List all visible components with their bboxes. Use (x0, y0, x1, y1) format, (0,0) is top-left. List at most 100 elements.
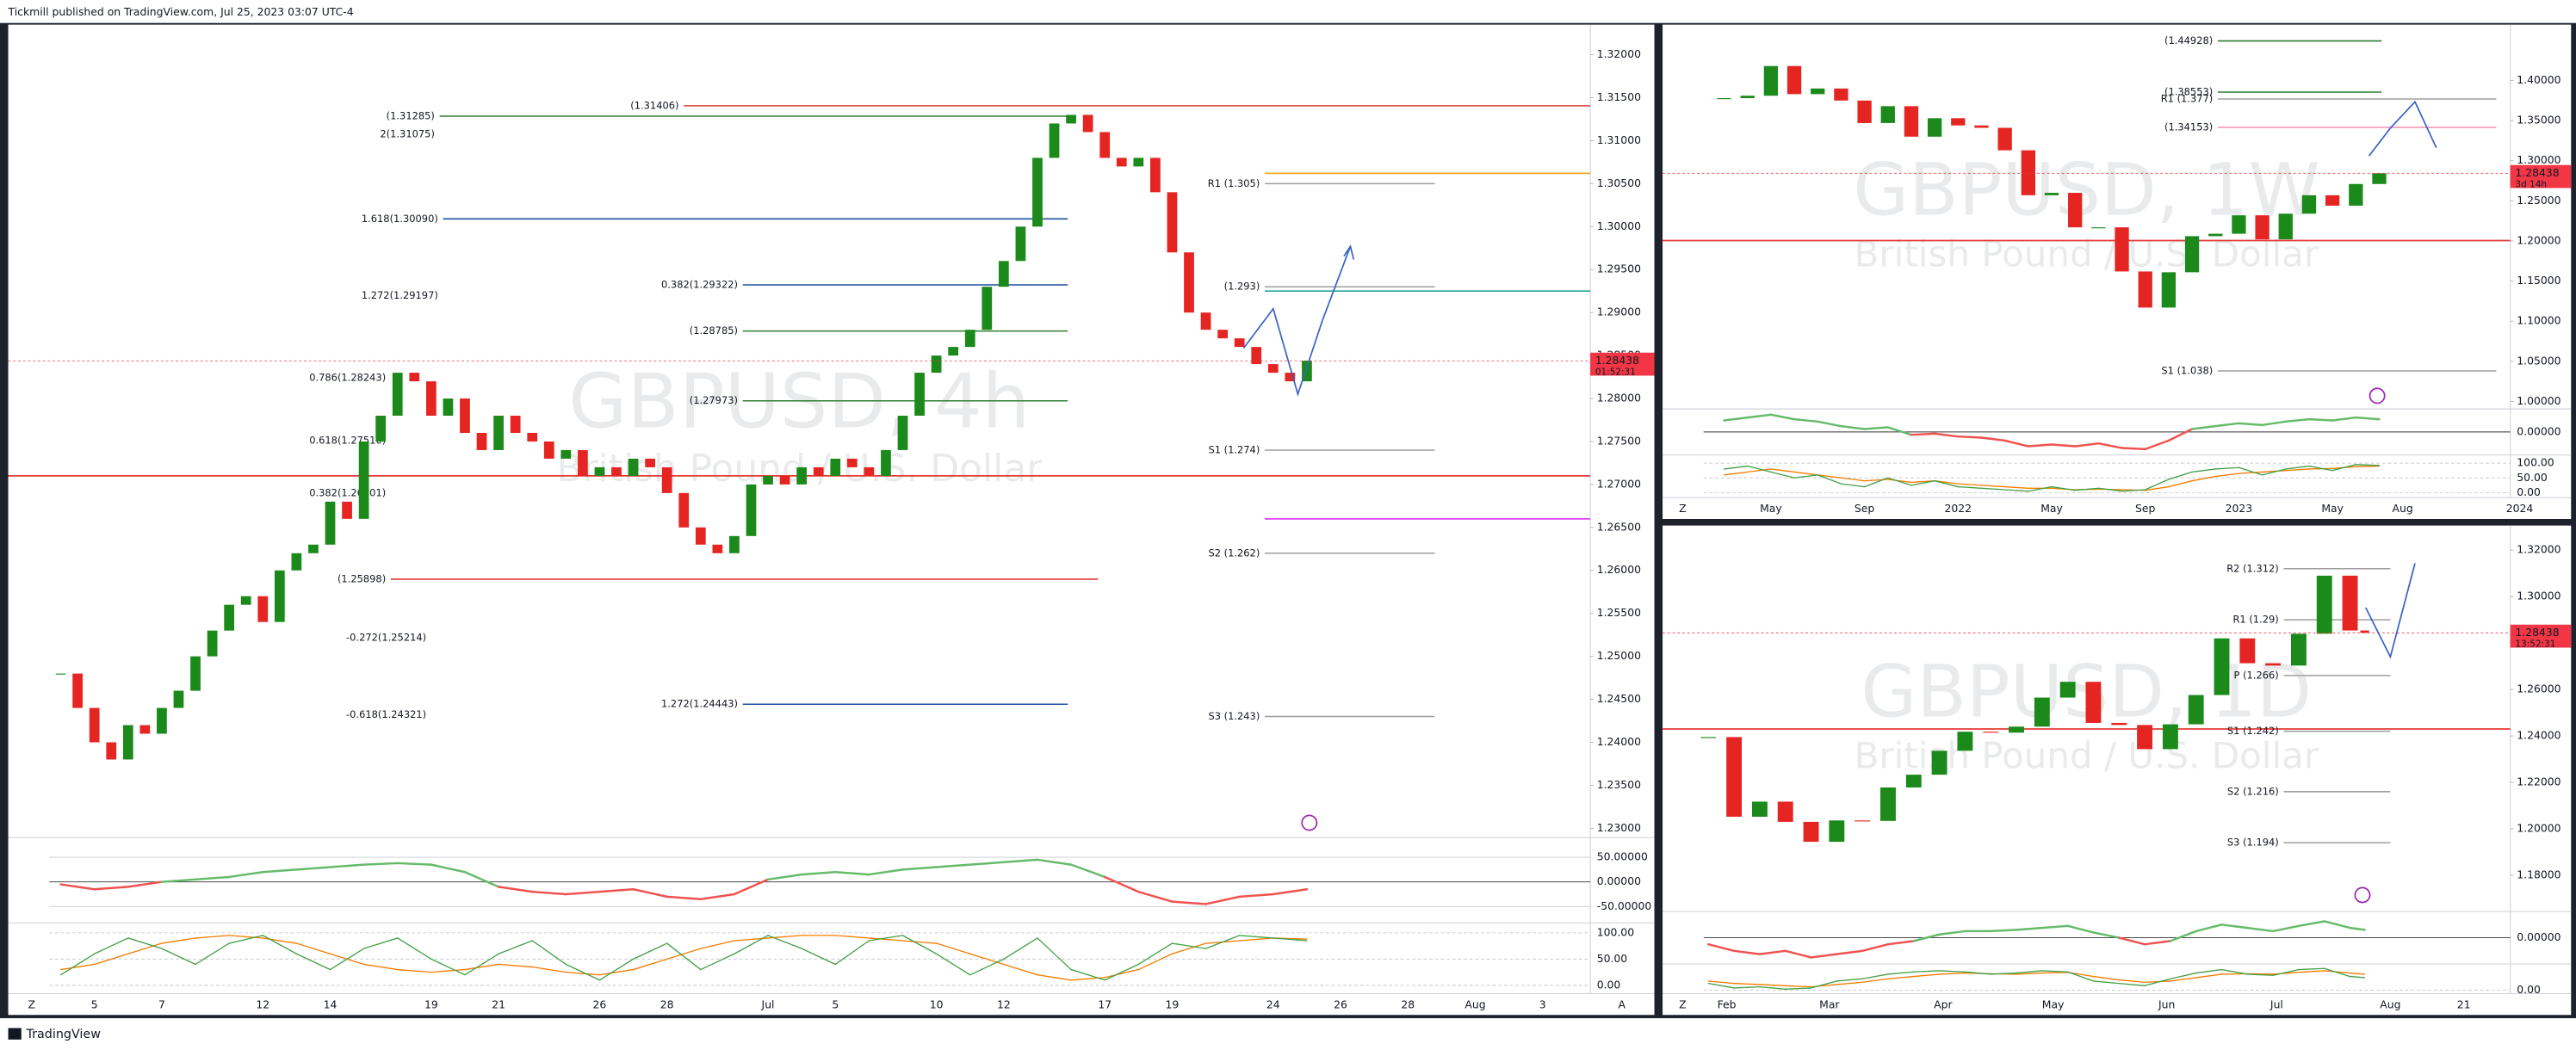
indicator-line (2214, 472, 2240, 478)
candle (1751, 801, 1768, 817)
candle (1099, 132, 1111, 158)
indicator-line (2092, 980, 2120, 985)
indicator-line (2238, 466, 2263, 476)
zoom-button[interactable]: Z (28, 998, 35, 1010)
candle (375, 416, 387, 442)
indicator-line (2285, 465, 2310, 470)
level-label: (1.34153) (2164, 121, 2213, 133)
candle (2091, 227, 2106, 229)
candle (1217, 330, 1228, 339)
candle (157, 707, 167, 734)
indicator-line (396, 862, 433, 866)
indicator-line (1171, 942, 1207, 949)
indicator-line (59, 883, 96, 891)
candle (864, 466, 875, 476)
indicator-line (1171, 942, 1207, 954)
y-tick-label: 1.28000 (1597, 392, 1641, 405)
indicator-line (430, 968, 466, 973)
candle (308, 544, 319, 553)
indicator-line (2118, 982, 2146, 986)
auto-button[interactable]: A (1619, 998, 1626, 1010)
x-tick-label: 10 (930, 998, 944, 1010)
candle (1855, 820, 1871, 822)
watermark-title: GBPUSD, 4h (568, 358, 1030, 446)
indicator-line (1913, 970, 1941, 973)
candle (2138, 271, 2152, 308)
indicator-line (1732, 949, 1762, 955)
indicator-line (1733, 982, 1761, 985)
indicator-line (2214, 422, 2240, 428)
candle (746, 484, 757, 536)
indicator-line (2298, 970, 2325, 973)
indicator-line (2168, 471, 2193, 480)
indicator-line (2191, 475, 2216, 482)
indicator-line (195, 935, 230, 939)
x-tick-label: 2024 (2506, 502, 2534, 515)
level-label: (1.25898) (337, 572, 386, 584)
candle (543, 441, 554, 459)
indicator-line (329, 863, 365, 868)
indicator-line (1707, 942, 1736, 953)
level-label: R1 (1.305) (1208, 177, 1260, 189)
indicator-line (1817, 420, 1842, 428)
indicator-line (733, 878, 770, 896)
indicator-line (127, 942, 163, 954)
indicator-line (93, 886, 130, 891)
level-label: (1.28785) (690, 324, 738, 337)
indicator-line (397, 937, 432, 960)
indicator-line (2195, 968, 2223, 974)
candle (1184, 252, 1194, 313)
indicator-line (767, 935, 802, 949)
x-tick-label: 28 (1401, 998, 1415, 1010)
indicator-line (127, 880, 164, 888)
candle (712, 544, 723, 553)
y-tick-label: 1.26500 (1597, 520, 1641, 533)
indicator-line (565, 963, 601, 981)
indicator-line (498, 963, 533, 968)
level-label: 1.618(1.30090) (362, 213, 438, 225)
indicator-line (2027, 443, 2053, 448)
zoom-button[interactable]: Z (1679, 998, 1687, 1010)
indicator-line (2092, 931, 2121, 939)
candle (1133, 158, 1144, 167)
alert-icon[interactable] (1301, 814, 1318, 831)
indicator-line (1840, 483, 1866, 488)
indicator-line (666, 948, 702, 960)
indicator-line (161, 948, 196, 966)
indicator-line (463, 870, 500, 888)
indicator-line (1707, 980, 1735, 985)
indicator-line (2298, 967, 2325, 971)
zoom-button[interactable]: Z (1679, 502, 1687, 515)
level-label: S1 (1.242) (2227, 725, 2279, 737)
candle (425, 381, 437, 417)
indicator-line (1934, 480, 1959, 488)
candle (224, 604, 235, 631)
indicator-line (531, 940, 567, 966)
y-tick-label: 1.40000 (2517, 73, 2561, 86)
indicator-line (1886, 426, 1913, 436)
alert-icon[interactable] (2369, 387, 2386, 405)
indicator-line (1733, 985, 1761, 989)
indicator-line (2144, 439, 2170, 451)
y-tick-label: 1.29500 (1597, 262, 1641, 275)
alert-icon[interactable] (2354, 886, 2371, 904)
indicator-line (632, 888, 668, 899)
indicator-line (2238, 471, 2263, 474)
indicator-line (1887, 479, 1912, 484)
candle (72, 673, 83, 708)
candle (2021, 150, 2035, 195)
indicator-line (1989, 929, 2018, 933)
chart-layers: GBPUSD, 4h British Pound / U.S. Dollar 1.3… (8, 24, 2572, 1010)
indicator-line (1204, 935, 1241, 949)
indicator-line (1793, 417, 1819, 423)
indicator-line (1272, 888, 1309, 896)
candle (1234, 338, 1245, 348)
indicator-tick-label: 0.00000 (1597, 874, 1641, 887)
y-tick-label: 1.25000 (2517, 194, 2561, 207)
candle (763, 475, 773, 485)
y-tick-label: 1.30500 (1597, 176, 1641, 189)
corner-buttons: Z A Z Z (28, 502, 1686, 1010)
level-label: R1 (1.377) (2161, 92, 2214, 104)
x-tick-label: 26 (1334, 998, 1347, 1010)
x-tick-label: 14 (324, 998, 337, 1010)
